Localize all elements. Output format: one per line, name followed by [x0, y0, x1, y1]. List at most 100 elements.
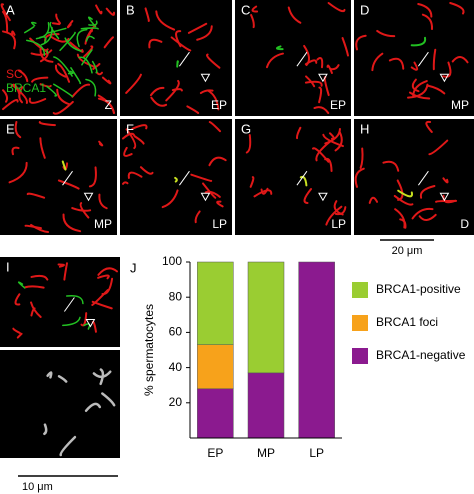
chromosome-axis	[61, 160, 67, 171]
arrowhead	[439, 73, 450, 83]
chromosome-axis	[49, 35, 70, 43]
arrowhead	[83, 192, 94, 202]
chromosome-axis	[419, 184, 436, 199]
chromosome-axis	[139, 166, 154, 175]
chromosome-axis	[125, 73, 142, 94]
chromosome-axis	[46, 50, 49, 54]
scale-bar-label: 10 μm	[22, 481, 53, 493]
y-tick-label: 60	[169, 325, 183, 339]
chromosome-axis	[0, 3, 11, 22]
bar-segment	[197, 344, 234, 389]
chromosome-axis	[399, 218, 407, 229]
chromosome-axis	[105, 7, 116, 16]
legend-swatch	[352, 282, 368, 298]
chromosome-axis	[334, 206, 347, 216]
chromosome-axis	[304, 80, 323, 87]
chromosome-axis	[411, 78, 420, 93]
chromosome-axis	[341, 37, 349, 57]
chromosome-axis	[76, 28, 88, 48]
chromosome-axis	[122, 181, 129, 185]
chromosome-axis	[26, 192, 46, 199]
chromosome-axis	[318, 86, 323, 104]
chromosome-axis	[125, 128, 137, 150]
chromosome-axis	[148, 38, 163, 49]
legend-label: BRCA1 foci	[376, 315, 438, 329]
chromosome-axis	[442, 177, 449, 184]
panel-letter: D	[360, 2, 369, 17]
chromosome-axis	[98, 140, 104, 147]
chromosome-axis	[98, 193, 108, 210]
arrow	[296, 170, 308, 186]
chromosome-axis	[150, 96, 168, 107]
chromosome-axis	[103, 36, 114, 49]
chromosome-axis	[30, 274, 49, 281]
chromosome-axis	[97, 94, 115, 114]
bar-segment	[247, 372, 285, 439]
chromosome-axis	[165, 79, 180, 102]
panel-letter: B	[126, 2, 135, 17]
chromosome-axis	[97, 274, 110, 280]
y-axis-label: % spermatocytes	[142, 304, 156, 396]
chromosome-axis	[123, 146, 133, 157]
chromosome-axis	[56, 88, 71, 106]
chromosome-axis	[442, 61, 452, 78]
chromosome-axis	[18, 86, 24, 104]
chromosome-axis	[35, 22, 50, 40]
chromosome-axis	[324, 128, 341, 145]
chromosome-axis	[208, 121, 222, 133]
chromosome-axis	[14, 293, 21, 306]
chromosome-axis	[70, 67, 82, 85]
arrowhead	[439, 192, 450, 202]
chromosome-axis	[12, 327, 21, 334]
chromosome-axis	[316, 57, 324, 69]
chromosome-axis	[30, 301, 42, 318]
chromosome-axis	[16, 332, 23, 339]
chromosome-axis	[418, 213, 437, 222]
chromosome-axis	[127, 171, 143, 179]
chromosome-axis	[245, 134, 252, 154]
arrow	[296, 51, 308, 67]
chromosome-axis	[190, 173, 213, 182]
chromosome-axis	[49, 21, 60, 40]
stage-label: EP	[330, 98, 346, 112]
arrow	[62, 170, 73, 186]
chromosome-axis	[64, 37, 82, 52]
chromosome-axis	[408, 91, 431, 100]
chromosome-axis	[54, 64, 67, 78]
panel-letter: H	[360, 121, 369, 136]
bar-segment	[298, 261, 335, 439]
chromosome-axis	[260, 187, 269, 195]
chromosome-axis	[92, 62, 101, 70]
chromosome-axis	[23, 285, 45, 289]
chromosome-axis	[24, 224, 42, 230]
chromosome-axis	[91, 60, 98, 74]
chromosome-axis	[62, 316, 81, 327]
chromosome-axis	[174, 176, 178, 183]
chromosome-axis	[8, 161, 28, 184]
chromosome-axis	[382, 160, 400, 172]
chromosome-axis	[95, 4, 103, 15]
chromosome-axis	[170, 36, 192, 52]
chromosome-axis	[17, 69, 29, 83]
chromosome-axis	[299, 175, 308, 187]
chromosome-axis	[38, 121, 56, 127]
chromosome-axis	[99, 368, 105, 386]
chromosome-axis	[80, 312, 88, 327]
y-tick-label: 100	[162, 254, 182, 268]
chromosome-axis	[30, 49, 53, 56]
chromosome-axis	[376, 29, 396, 38]
chromosome-axis	[46, 27, 67, 34]
chromosome-axis	[208, 156, 227, 167]
chromosome-axis	[451, 55, 469, 64]
chromosome-axis	[31, 76, 49, 83]
panel-letter: G	[241, 121, 251, 136]
chromosome-axis	[45, 85, 58, 97]
arrow	[63, 297, 75, 312]
arrow	[417, 51, 429, 67]
chromosome-axis	[53, 83, 74, 98]
chromosome-axis	[206, 53, 221, 69]
chromosome-axis	[12, 85, 28, 104]
chromosome-axis	[354, 167, 365, 188]
chromosome-axis	[426, 84, 446, 95]
